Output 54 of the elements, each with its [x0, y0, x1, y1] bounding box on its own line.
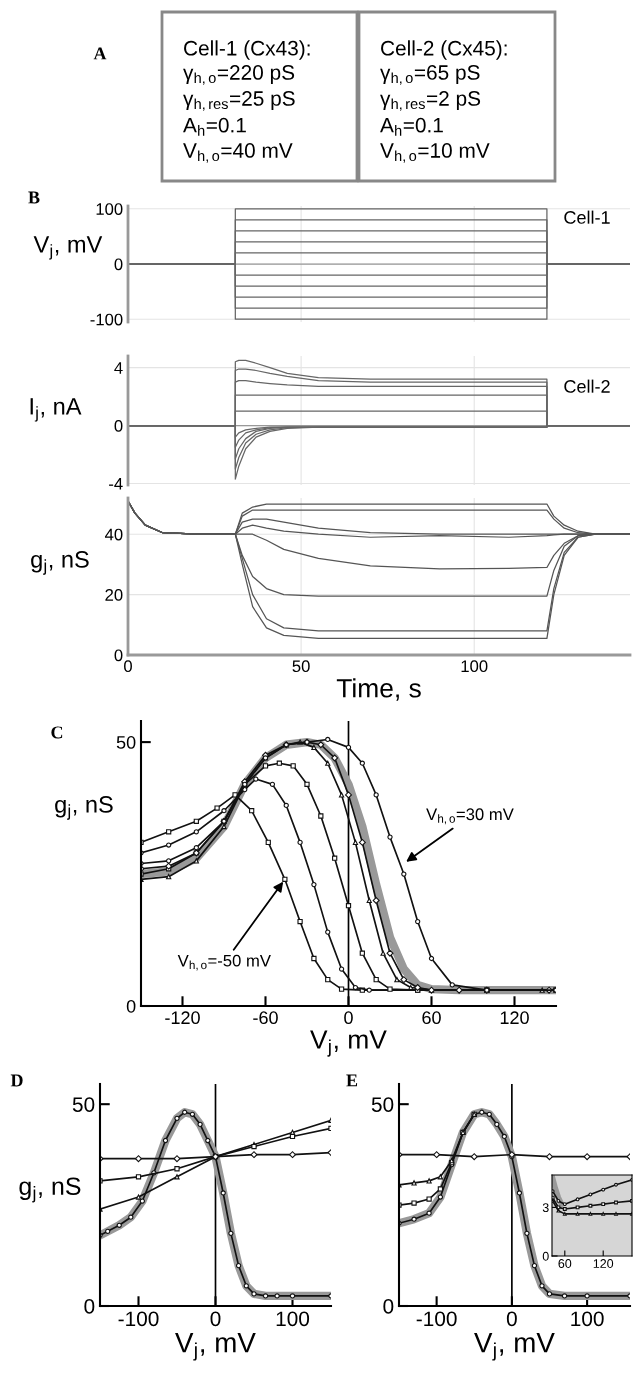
y-tick-label: -100 [90, 313, 123, 326]
y-tick-label: 4 [114, 362, 123, 374]
text: Cell-1 (Cx43): [184, 40, 310, 60]
text: Cell-2 (Cx45): [381, 40, 507, 60]
x-tick-label: -100 [416, 1311, 457, 1327]
x-axis-title: V$_{j}$, mV [175, 1333, 256, 1361]
text: V$_{h,o}$=10 mV [380, 143, 490, 163]
y-axis-title: g$_{j}$, nS [31, 551, 89, 575]
annotation: V$_{h,o}$=30 mV [426, 808, 514, 825]
x-tick-label: 50 [292, 660, 310, 673]
x-axis-title: V$_{j}$, mV [310, 1030, 387, 1057]
x-tick-label: 0 [344, 1011, 353, 1025]
y-tick-label: 0 [84, 1299, 95, 1314]
text: E [346, 1074, 358, 1087]
x-tick-label: 120 [593, 1259, 614, 1268]
x-tick-label: 100 [461, 660, 488, 673]
x-tick-label: 60 [422, 1011, 441, 1025]
y-tick-label: -4 [109, 478, 123, 490]
text: A$_{h}$=0.1 [380, 117, 443, 136]
text: γ$_{h,res}$=25 pS [183, 91, 295, 111]
y-axis-title: g$_{j}$, nS [19, 1177, 81, 1203]
y-axis-title: g$_{j}$, nS [55, 796, 113, 820]
x-tick-label: 0 [210, 1311, 221, 1327]
y-tick-label: 50 [116, 736, 136, 749]
text: C [51, 726, 63, 739]
x-tick-label: 100 [571, 1311, 604, 1327]
annotation: Cell-2 [564, 379, 610, 393]
x-tick-label: 60 [558, 1259, 572, 1268]
x-tick-label: 100 [276, 1311, 310, 1327]
text: γ$_{h,o}$=65 pS [380, 65, 480, 85]
y-tick-label: 0 [114, 649, 123, 662]
text: D [10, 1074, 23, 1087]
x-tick-label: -60 [253, 1011, 278, 1025]
y-tick-label: 100 [96, 203, 123, 215]
x-axis-title: Time, s [336, 678, 421, 701]
x-tick-label: 120 [500, 1011, 529, 1025]
y-axis-title: I$_{j}$, nA [30, 398, 82, 422]
x-tick-label: -120 [165, 1011, 200, 1025]
y-axis-title: V$_{j}$, mV [33, 236, 103, 260]
y-tick-label: 0 [114, 258, 123, 271]
text: γ$_{h,res}$=2 pS [380, 91, 481, 111]
text: γ$_{h,o}$=220 pS [183, 65, 295, 85]
text: A [93, 47, 107, 60]
y-tick-label: 40 [104, 528, 123, 541]
text: B [28, 191, 40, 204]
x-axis-title: V$_{j}$, mV [474, 1333, 555, 1361]
text: A$_{h}$=0.1 [183, 117, 246, 136]
x-tick-label: 0 [506, 1311, 517, 1327]
text: V$_{h,o}$=40 mV [183, 143, 293, 163]
y-tick-label: 3 [542, 1203, 549, 1213]
annotation: Cell-1 [564, 210, 610, 224]
y-tick-label: 0 [114, 419, 123, 432]
annotation: V$_{h,o}$=-50 mV [177, 954, 271, 971]
y-tick-label: 20 [105, 589, 123, 601]
